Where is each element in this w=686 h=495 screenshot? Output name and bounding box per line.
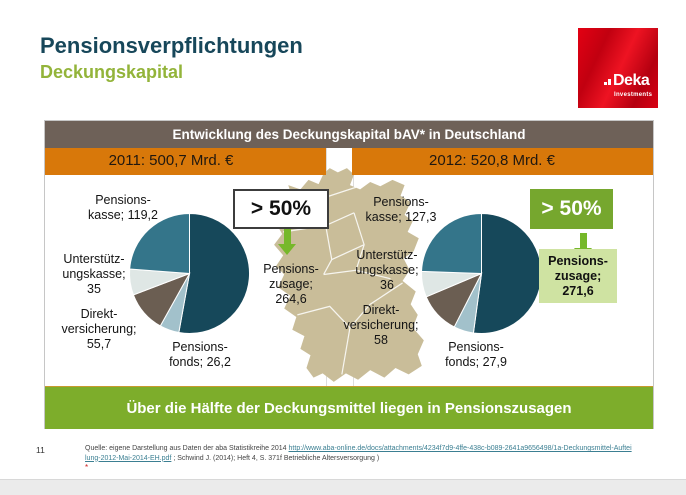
callout-50pct-2012: > 50% (530, 189, 613, 229)
label-direktversicherung-2012: Direkt- versicherung; 58 (343, 303, 419, 347)
pie-slice-pensionszusage (472, 212, 543, 334)
footnote-asterisk: * (85, 463, 89, 472)
label-pensionsfonds-2012: Pensions- fonds; 27,9 (445, 340, 507, 369)
pie-chart-2012 (421, 212, 543, 334)
deka-logo: Deka Investments (578, 28, 658, 108)
down-arrow-icon (278, 229, 296, 255)
page-number: 11 (36, 445, 45, 455)
panel-header-title: Entwicklung des Deckungskapital bAV* in … (172, 127, 526, 142)
label-direktversicherung-2011: Direkt- versicherung; 55,7 (61, 307, 137, 351)
source-note: Quelle: eigene Darstellung aus Daten der… (85, 444, 633, 472)
year-bar-2011: 2011: 500,7 Mrd. € (45, 148, 326, 175)
panel-header-bar: Entwicklung des Deckungskapital bAV* in … (45, 121, 653, 148)
label-pensionsfonds-2011: Pensions- fonds; 26,2 (169, 340, 231, 369)
pie-slice-pensionszusage (178, 212, 250, 334)
bottom-edge-strip (0, 479, 686, 495)
deka-logo-subtext: Investments (614, 92, 653, 98)
pie-slice-pensionskasse (421, 212, 482, 275)
source-link[interactable]: http://www.aba-online.de/docs/attachment… (85, 445, 632, 462)
arrow-head (278, 244, 296, 255)
source-prefix: Quelle: eigene Darstellung aus Daten der… (85, 445, 289, 452)
callout-50pct-2011: > 50% (233, 189, 329, 229)
chart-panel: Entwicklung des Deckungskapital bAV* in … (44, 120, 654, 429)
logo-square-icon (604, 82, 607, 85)
highlight-pensionszusage-2012: Pensions- zusage; 271,6 (539, 249, 617, 303)
arrow-shaft (579, 233, 587, 248)
source-suffix: ; Schwind J. (2014); Heft 4, S. 371f Bet… (171, 454, 380, 462)
deka-logo-wordmark: Deka (604, 72, 650, 90)
panel-footer-bar: Über die Hälfte der Deckungsmittel liege… (45, 386, 653, 429)
year-2011-total: 2011: 500,7 Mrd. € (108, 152, 234, 169)
arrow-shaft (283, 229, 291, 244)
logo-square-icon (608, 79, 611, 85)
pie-slice-pensionskasse (129, 212, 190, 275)
label-unterstuetzungskasse-2012: Unterstütz- ungskasse; 36 (355, 248, 419, 292)
panel-footer-text: Über die Hälfte der Deckungsmittel liege… (126, 399, 572, 417)
label-pensionszusage-2011: Pensions- zusage; 264,6 (263, 262, 319, 306)
label-pensionskasse-2012: Pensions- kasse; 127,3 (365, 195, 437, 224)
label-pensionskasse-2011: Pensions- kasse; 119,2 (88, 193, 158, 222)
page-subtitle: Deckungskapital (40, 62, 184, 82)
year-2012-total: 2012: 520,8 Mrd. € (429, 152, 555, 169)
germany-state-borders (283, 186, 403, 375)
label-unterstuetzungskasse-2011: Unterstütz- ungskasse; 35 (62, 252, 126, 296)
deka-logo-text: Deka (613, 72, 650, 89)
pie-chart-2011 (129, 212, 250, 334)
page-title: Pensionsverpflichtungen (40, 33, 303, 58)
year-bar-2012: 2012: 520,8 Mrd. € (352, 148, 653, 175)
